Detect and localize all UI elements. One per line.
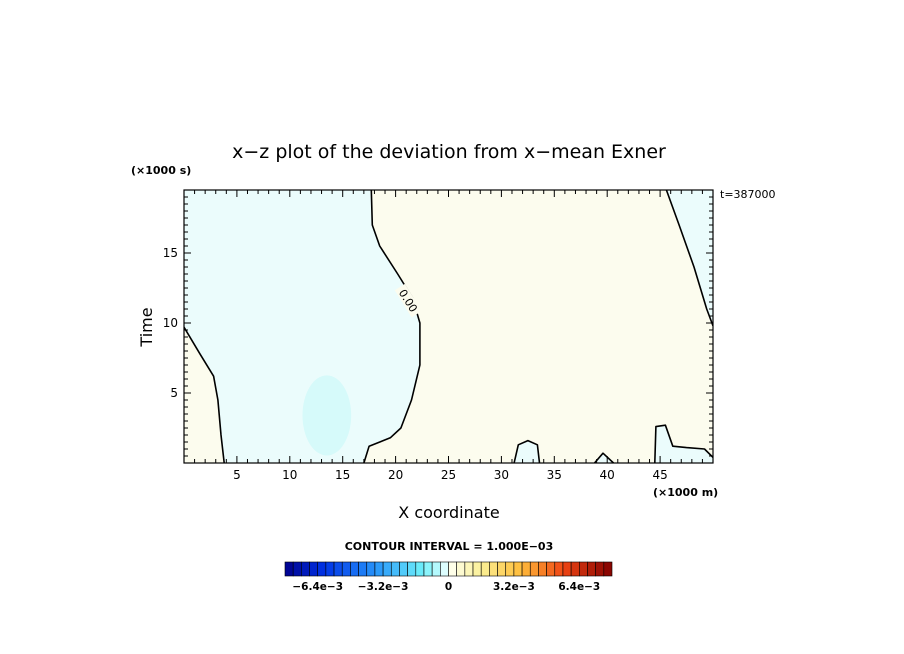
colorbar-cell [505, 561, 515, 577]
colorbar-cell [382, 561, 392, 577]
x-tick-label: 45 [652, 468, 667, 482]
zero-contour-line-6 [665, 190, 713, 327]
colorbar-tick-label: −6.4e−3 [292, 581, 343, 593]
colorbar-cell [399, 561, 408, 577]
colorbar-cell [374, 561, 384, 577]
colorbar-cell [448, 561, 457, 577]
colorbar-cell [554, 561, 564, 577]
colorbar-cell [390, 561, 400, 577]
x-tick-label: 35 [547, 468, 562, 482]
negative-region-bubble-1 [514, 440, 540, 463]
colorbar-cell [317, 561, 327, 577]
colorbar-cell [497, 561, 507, 577]
axes: 5 10 15 20 25 30 35 40 45 5 10 15 [163, 189, 714, 482]
x-tick-label: 25 [441, 468, 456, 482]
colorbar-cell [570, 561, 580, 577]
colorbar-cell [309, 561, 318, 577]
colorbar-cell [464, 561, 474, 577]
chart-title: x−z plot of the deviation from x−mean Ex… [232, 141, 666, 163]
y-tick-label: 10 [163, 316, 178, 330]
colorbar-cell [366, 561, 376, 577]
colorbar-cell [350, 561, 359, 577]
negative-region-bottom-right [654, 425, 713, 463]
x-tick-label: 15 [335, 468, 350, 482]
colorbar-cell [538, 561, 547, 577]
colorbar-cell [358, 561, 368, 577]
colorbar-cell [423, 561, 433, 577]
colorbar-tick-label: 6.4e−3 [558, 581, 600, 593]
colorbar-cell [603, 561, 613, 577]
contour-interval-label: CONTOUR INTERVAL = 1.000E−03 [345, 540, 554, 553]
colorbar-cell [529, 561, 539, 577]
x-unit-label: (×1000 m) [653, 486, 718, 499]
colorbar-cell [546, 561, 556, 577]
colorbar-cell [431, 561, 441, 577]
zero-contour-line-3 [513, 439, 541, 463]
colorbar-tick-label: 0 [445, 581, 452, 593]
colorbar-cell [407, 561, 417, 577]
colorbar-cell [415, 561, 425, 577]
x-tick-label: 40 [600, 468, 615, 482]
x-tick-label: 5 [233, 468, 241, 482]
colorbar-cell [284, 561, 294, 577]
negative-region-left [184, 190, 420, 463]
contour-label-bg [394, 283, 422, 318]
zero-contour-line-5 [654, 424, 713, 463]
colorbar-cell [595, 561, 605, 577]
colorbar-cell [341, 561, 351, 577]
colorbar-cell [325, 561, 335, 577]
zero-contour-line-4 [593, 452, 615, 463]
colorbar-cell [472, 561, 482, 577]
colorbar-cell [578, 561, 588, 577]
colorbar-cell [456, 561, 466, 577]
y-unit-label: (×1000 s) [131, 164, 191, 177]
colorbar-tick-label: 3.2e−3 [493, 581, 535, 593]
colorbar-tick-label: −3.2e−3 [358, 581, 409, 593]
colorbar-cell [292, 561, 302, 577]
x-tick-label: 10 [282, 468, 297, 482]
time-label: t=387000 [720, 188, 776, 201]
y-tick-label: 15 [163, 246, 178, 260]
colorbar-cell [587, 561, 596, 577]
colorbar-cell [440, 561, 449, 577]
colorbar-cell [489, 561, 498, 577]
colorbar-cell [562, 561, 572, 577]
negative-patch [302, 375, 352, 456]
x-tick-label: 30 [494, 468, 509, 482]
zero-contour-line-1 [184, 326, 225, 463]
colorbar-cell [333, 561, 343, 577]
x-axis-label: X coordinate [398, 503, 499, 522]
negative-region-top-right [666, 190, 713, 326]
contour-fill-layer [184, 190, 713, 463]
x-tick-label: 20 [388, 468, 403, 482]
colorbar-cell [480, 561, 490, 577]
colorbar-cell [513, 561, 523, 577]
colorbar: −6.4e−3 −3.2e−3 0 3.2e−3 6.4e−3 [284, 561, 613, 593]
y-axis-label: Time [137, 307, 156, 347]
colorbar-cell [301, 561, 310, 577]
negative-region-bubble-2 [594, 453, 614, 463]
zero-contour-line-2 [363, 190, 421, 463]
colorbar-cell [521, 561, 531, 577]
y-tick-label: 5 [170, 386, 178, 400]
